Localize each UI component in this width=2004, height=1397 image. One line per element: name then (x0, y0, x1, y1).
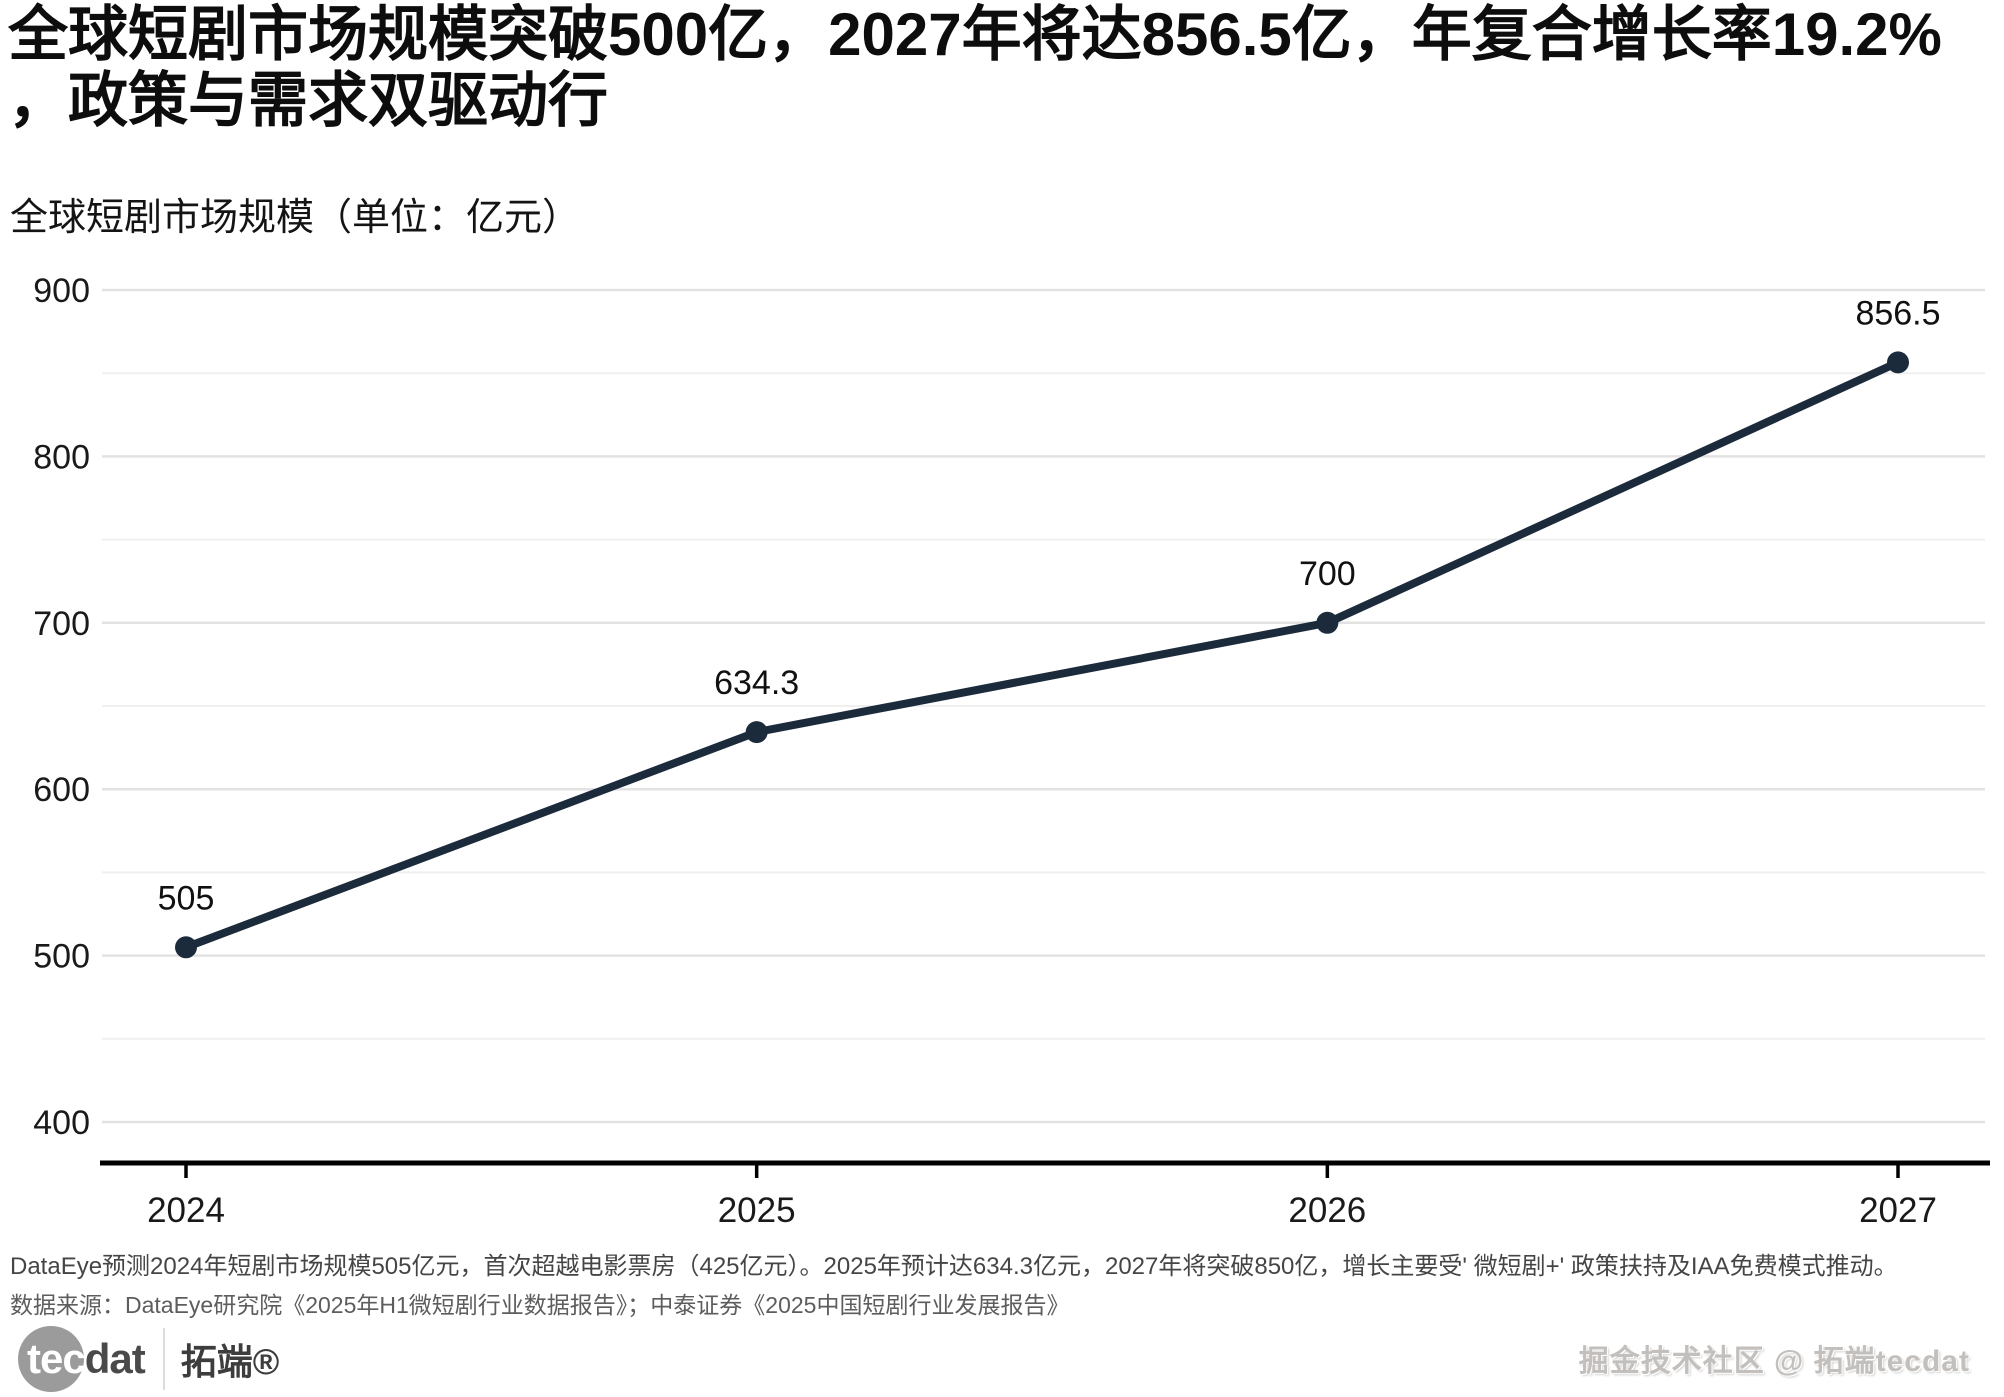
data-point-2027 (1887, 351, 1909, 374)
data-point-2025 (745, 721, 768, 744)
data-label-2024: 505 (158, 879, 215, 917)
x-axis-label-2027: 2027 (1859, 1191, 1937, 1230)
y-axis-label-700: 700 (33, 605, 90, 643)
footnote-analysis: DataEye预测2024年短剧市场规模505亿元，首次超越电影票房（425亿元… (10, 1253, 1898, 1280)
data-label-2027: 856.5 (1855, 294, 1940, 332)
y-axis-label-400: 400 (33, 1104, 90, 1142)
y-axis-label-600: 600 (33, 771, 90, 809)
data-label-2025: 634.3 (714, 664, 799, 702)
logo-circle-icon (18, 1326, 84, 1392)
community-watermark: 掘金技术社区 @ 拓端tecdat (1578, 1345, 1970, 1378)
tecdat-logo: tec dat 拓端® (18, 1324, 279, 1394)
x-axis-label-2025: 2025 (718, 1191, 796, 1230)
footnote-source: 数据来源：DataEye研究院《2025年H1微短剧行业数据报告》；中泰证券《2… (10, 1292, 1070, 1318)
logo-text-dat: dat (84, 1335, 146, 1382)
logo-text-cn: 拓端® (180, 1341, 280, 1382)
x-axis-label-2024: 2024 (147, 1191, 225, 1230)
logo-text-tec: tec (27, 1335, 86, 1382)
y-axis-label-800: 800 (33, 438, 90, 476)
x-axis-label-2026: 2026 (1288, 1191, 1366, 1230)
y-axis-label-900: 900 (33, 272, 90, 310)
chart-subtitle: 全球短剧市场规模（单位：亿元） (10, 197, 581, 239)
y-axis-label-500: 500 (33, 938, 90, 976)
logo-divider (162, 1328, 165, 1390)
data-point-2024 (175, 936, 197, 959)
data-label-2026: 700 (1299, 555, 1356, 593)
data-point-2026 (1316, 611, 1339, 634)
page-title: 全球短剧市场规模突破500亿，2027年将达856.5亿，年复合增长率19.2%… (8, 1, 1942, 134)
series-line (182, 358, 1902, 952)
